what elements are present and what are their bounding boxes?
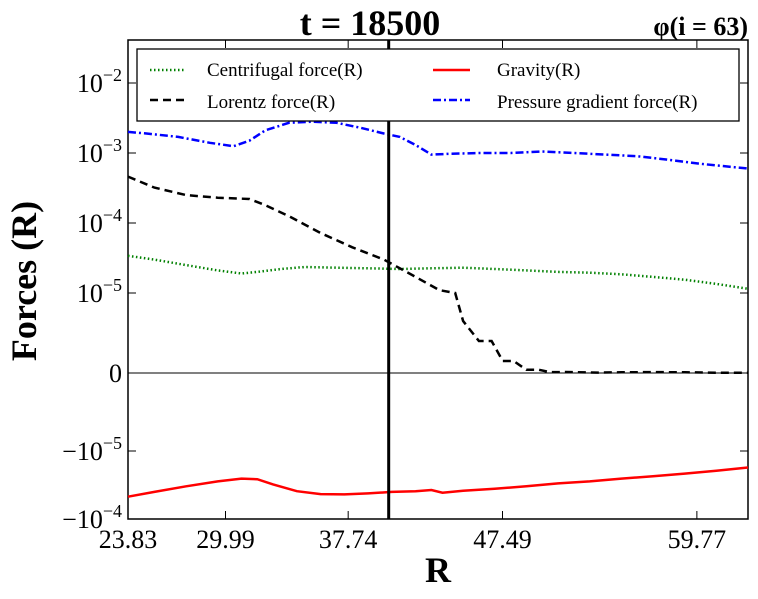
series-line-pressure-gradient-force-r [127,120,749,170]
series-line-gravity-r [127,466,749,498]
x-tick-label: 59.77 [668,525,727,554]
x-tick-label: 29.99 [196,525,255,554]
x-axis-label: R [425,550,452,590]
y-tick-label: 10−2 [77,65,122,98]
y-tick-label: −10−5 [62,433,122,466]
y-tick-label: 0 [109,359,122,388]
legend-box [136,48,740,122]
legend-label-centrifugal: Centrifugal force(R) [207,60,363,81]
x-tick-label: 37.74 [319,525,378,554]
x-tick-label: 23.83 [99,525,158,554]
x-tick-label: 47.49 [473,525,532,554]
legend-label-gravity: Gravity(R) [497,60,580,81]
series-group [127,120,749,498]
x-axis-ticks: 23.83 29.99 37.74 47.49 59.77 [99,40,726,554]
chart-subtitle: φ(i = 63) [653,12,748,41]
legend-label-lorentz: Lorentz force(R) [207,92,335,113]
legend-label-pressure: Pressure gradient force(R) [497,92,697,113]
y-axis-ticks: 10−2 10−3 10−4 10−5 0 −10−5 −10−4 [62,65,748,534]
series-line-centrifugal-force-r [127,254,749,291]
y-tick-label: 10−5 [77,275,122,308]
y-tick-label: 10−4 [77,205,122,238]
series-line-lorentz-force-r [127,175,749,375]
y-axis-label: Forces (R) [4,201,44,361]
y-tick-label: −10−4 [62,501,122,534]
legend: Centrifugal force(R) Lorentz force(R) Gr… [136,48,740,122]
chart-title: t = 18500 [300,3,441,43]
y-tick-label: 10−3 [77,135,122,168]
